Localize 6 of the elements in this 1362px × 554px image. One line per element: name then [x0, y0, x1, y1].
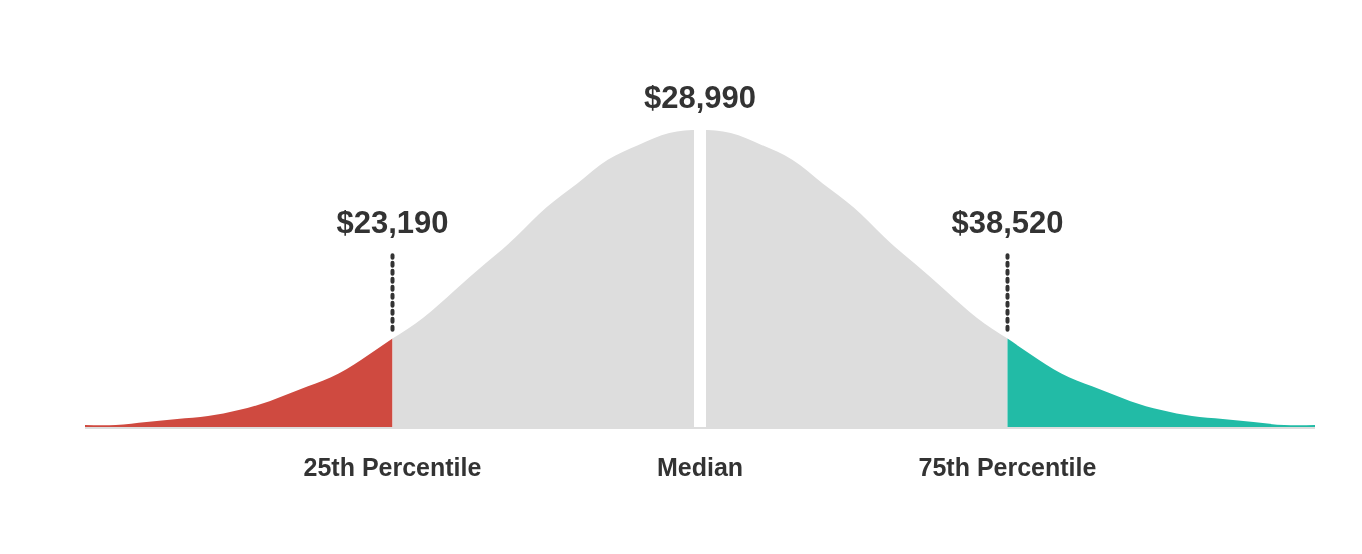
ref-line-label: $28,990 [643, 80, 757, 115]
ref-line-label: $23,190 [336, 205, 449, 241]
x-tick-label: Median [656, 452, 744, 481]
x-tick-label: 25th Percentile [303, 452, 482, 481]
x-tick-label: 75th Percentile [918, 452, 1097, 481]
ref-line-label: $38,520 [951, 205, 1064, 241]
